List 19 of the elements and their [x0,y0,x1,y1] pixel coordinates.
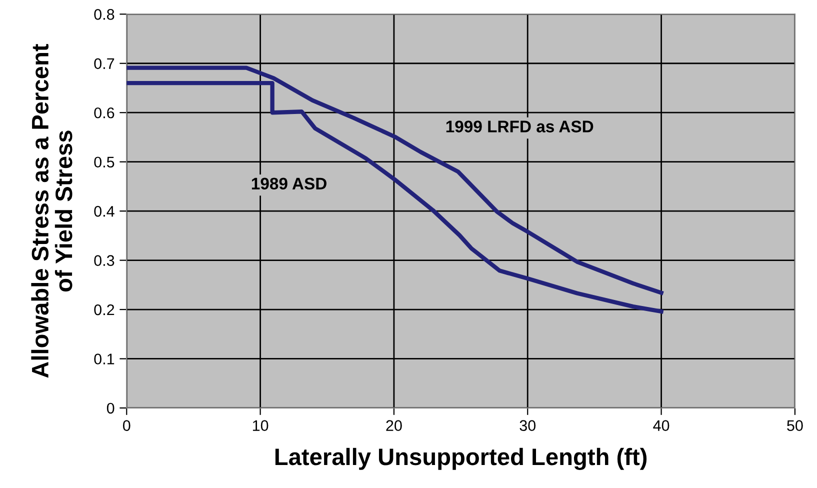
y-tick-label: 0.5 [94,156,114,168]
y-tick-label: 0.2 [94,304,114,316]
x-tick-label: 0 [122,420,130,431]
x-tick-label: 30 [520,420,536,431]
y-tick-label: 0.6 [94,107,114,118]
y-tick-label: 0.1 [94,354,114,364]
y-tick-label: 0.4 [94,206,114,217]
x-axis-title: Laterally Unsupported Length (ft) [275,448,647,470]
y-axis-title: Allowable Stress as a Percent of Yield Stress [31,44,72,378]
x-tick-label: 40 [653,420,670,431]
y-tick-label: 0.7 [94,58,114,70]
y-tick-label: 0.3 [94,255,114,266]
y-tick-label: 0.8 [94,9,114,20]
x-tick-label: 20 [386,420,402,431]
annotation: 1989 ASD [252,178,326,190]
annotation: 1999 LRFD as ASD [446,120,594,132]
y-tick-label: 0 [106,402,114,414]
x-tick-label: 10 [252,420,268,431]
x-tick-label: 50 [787,420,803,431]
